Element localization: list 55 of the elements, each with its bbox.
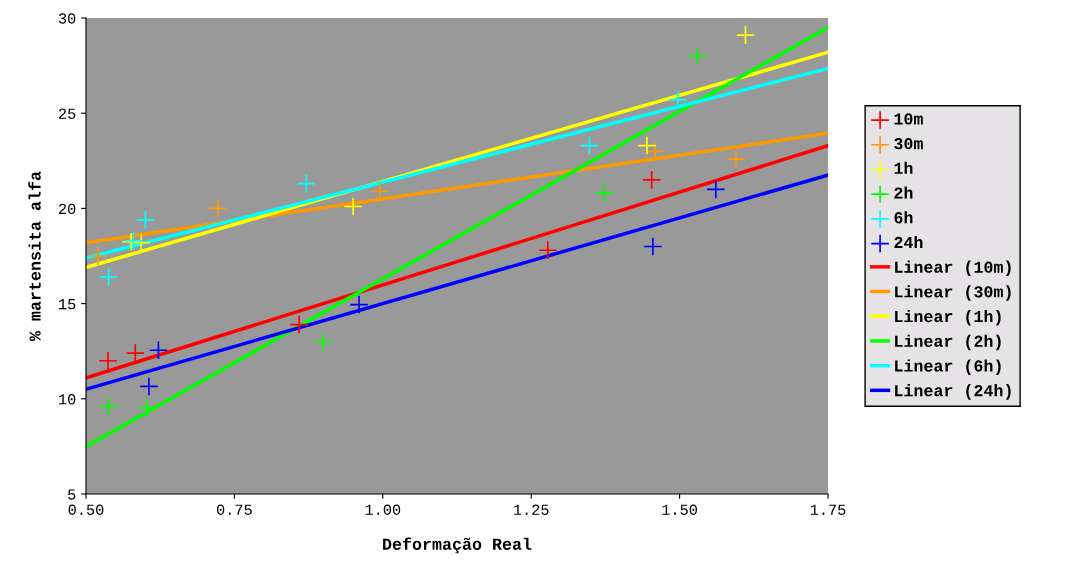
point — [726, 149, 746, 169]
point — [594, 183, 614, 203]
legend-label: Linear (2h) — [895, 334, 1001, 351]
y-tick-label: 15 — [59, 299, 76, 310]
point — [98, 351, 118, 371]
point — [131, 233, 151, 253]
legend-label: Linear (6h) — [895, 359, 1001, 375]
point — [343, 196, 363, 217]
x-tick-label: 1.25 — [513, 504, 549, 515]
point — [135, 210, 155, 230]
y-tick-label: 25 — [59, 108, 76, 119]
point — [148, 340, 169, 360]
legend-label: Linear (24h) — [895, 384, 1011, 400]
point — [579, 135, 599, 156]
point — [88, 246, 108, 266]
legend-label: 6h — [894, 211, 913, 224]
point — [313, 332, 333, 352]
legend-label: Linear (30m) — [895, 285, 1011, 301]
point — [735, 25, 756, 45]
point — [642, 170, 662, 190]
point — [706, 179, 726, 199]
y-tick-label: 10 — [59, 394, 76, 405]
legend-label: 30m — [894, 138, 923, 150]
y-tick-label: 20 — [59, 203, 76, 215]
point — [637, 135, 657, 156]
point — [538, 240, 558, 260]
point — [98, 267, 119, 287]
y-axis-title: % martensita alfa — [28, 171, 41, 342]
point — [643, 236, 663, 257]
x-tick-label: 1.75 — [810, 504, 846, 515]
x-tick-label: 0.50 — [68, 504, 104, 515]
legend-label: 2h — [894, 186, 913, 199]
y-tick-label: 30 — [58, 13, 76, 24]
point — [645, 141, 665, 161]
x-tick-label: 1.50 — [662, 504, 697, 515]
legend-label: Linear (1h) — [895, 309, 1001, 326]
point — [137, 397, 157, 417]
point — [370, 181, 390, 201]
legend-label: 24h — [894, 235, 923, 248]
x-tick-label: 1.00 — [365, 504, 401, 515]
point — [349, 294, 369, 315]
point — [98, 396, 119, 417]
x-tick-label: 0.75 — [216, 504, 252, 515]
point — [208, 198, 228, 219]
x-axis-title: Deformação Real — [383, 537, 532, 554]
legend-label: 10m — [894, 113, 923, 125]
point — [296, 174, 316, 194]
legend-label: Linear (10m) — [895, 260, 1011, 277]
point — [289, 314, 309, 335]
y-tick-label: 5 — [68, 489, 76, 500]
point — [687, 46, 708, 66]
point — [139, 376, 159, 397]
point — [125, 343, 145, 363]
point — [668, 90, 688, 110]
legend-label: 1h — [894, 161, 913, 174]
